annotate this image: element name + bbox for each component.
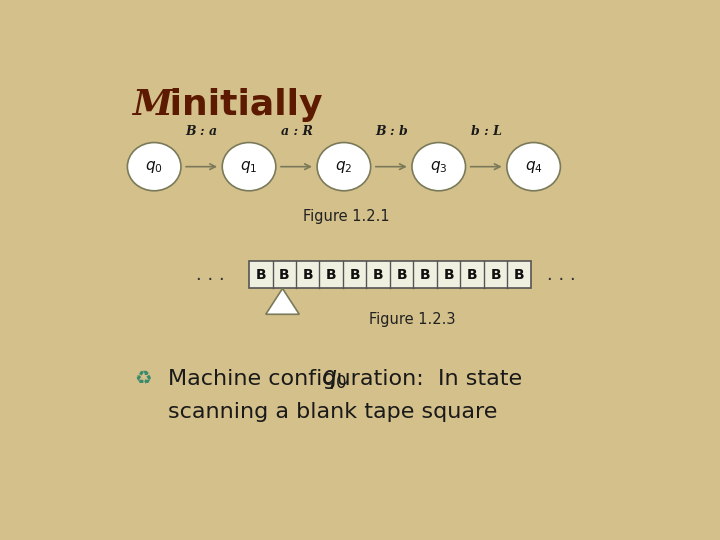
Text: ♻: ♻ xyxy=(134,369,152,388)
Text: $q_0$: $q_0$ xyxy=(321,367,347,391)
Bar xyxy=(249,261,531,288)
Text: B: B xyxy=(467,268,477,282)
Text: B : b: B : b xyxy=(375,125,408,138)
Ellipse shape xyxy=(127,143,181,191)
Ellipse shape xyxy=(317,143,371,191)
Text: Figure 1.2.1: Figure 1.2.1 xyxy=(303,209,390,224)
Text: B: B xyxy=(256,268,266,282)
Text: b : L: b : L xyxy=(471,125,502,138)
Ellipse shape xyxy=(222,143,276,191)
Text: M: M xyxy=(132,87,172,122)
Text: B: B xyxy=(349,268,360,282)
Text: B: B xyxy=(420,268,431,282)
Ellipse shape xyxy=(507,143,560,191)
Text: B : a: B : a xyxy=(186,125,217,138)
Text: B: B xyxy=(490,268,501,282)
Text: . . .: . . . xyxy=(196,266,225,284)
Text: Figure 1.2.3: Figure 1.2.3 xyxy=(369,312,456,327)
Text: . . .: . . . xyxy=(547,266,576,284)
Text: $q_1$: $q_1$ xyxy=(240,159,258,174)
Text: B: B xyxy=(514,268,524,282)
Polygon shape xyxy=(266,288,300,314)
Text: initially: initially xyxy=(157,87,323,122)
Text: $q_3$: $q_3$ xyxy=(430,159,448,174)
Ellipse shape xyxy=(412,143,466,191)
Text: B: B xyxy=(373,268,384,282)
Text: B: B xyxy=(326,268,336,282)
Text: $q_0$: $q_0$ xyxy=(145,159,163,174)
Text: B: B xyxy=(279,268,289,282)
Text: B: B xyxy=(444,268,454,282)
Text: a : R: a : R xyxy=(281,125,312,138)
Text: $q_4$: $q_4$ xyxy=(525,159,542,174)
Text: B: B xyxy=(396,268,407,282)
Text: scanning a blank tape square: scanning a blank tape square xyxy=(168,402,498,422)
Text: B: B xyxy=(302,268,313,282)
Text: Machine configuration:  In state: Machine configuration: In state xyxy=(168,369,529,389)
Text: $q_2$: $q_2$ xyxy=(336,159,353,174)
